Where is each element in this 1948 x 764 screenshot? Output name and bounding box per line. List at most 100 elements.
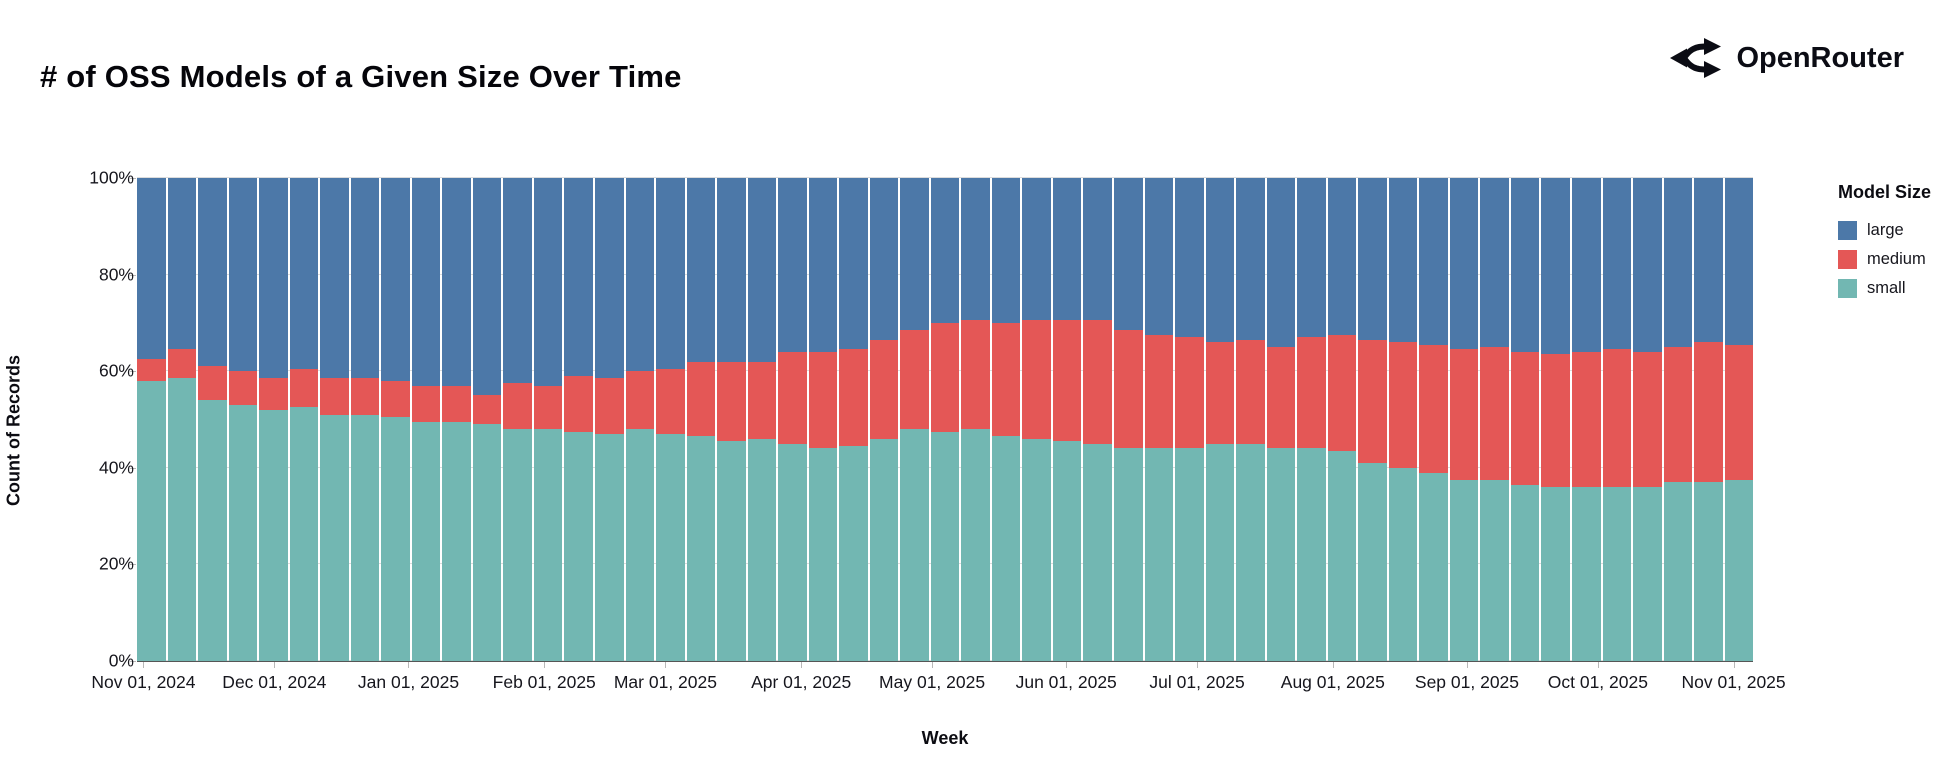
segment-large [1052, 178, 1082, 321]
segment-small [167, 378, 197, 661]
x-tick-mark [274, 662, 276, 668]
y-tick-mark [130, 371, 136, 373]
segment-small [350, 414, 380, 661]
x-axis-title: Week [921, 728, 969, 748]
segment-large [259, 178, 288, 379]
bar-week-5 [259, 178, 288, 661]
legend-label: medium [1867, 250, 1926, 268]
bar-week-15 [564, 178, 593, 661]
segment-medium [1633, 351, 1662, 488]
bar-week-26 [900, 178, 929, 661]
bar-week-35 [1175, 178, 1204, 661]
x-tick-mark [665, 662, 667, 668]
bar-week-18 [656, 178, 685, 661]
x-tick-label: Aug 01, 2025 [1280, 672, 1385, 692]
bar-week-20 [717, 178, 746, 661]
bar-week-25 [869, 178, 899, 661]
segment-large [1358, 178, 1387, 340]
bar-week-13 [503, 178, 532, 661]
segment-medium [564, 376, 593, 432]
segment-small [503, 429, 532, 661]
segment-small [717, 441, 746, 661]
segment-small [1175, 448, 1204, 661]
x-tick-label: May 01, 2025 [879, 672, 986, 692]
segment-small [839, 446, 868, 661]
bar-week-42 [1388, 178, 1418, 661]
y-tick-label: 20% [98, 553, 134, 574]
segment-medium [1052, 320, 1082, 442]
segment-small [778, 443, 807, 661]
segment-medium [1388, 342, 1418, 468]
segment-large [1144, 178, 1174, 335]
segment-large [472, 178, 502, 396]
x-tick-label: Nov 01, 2025 [1681, 672, 1786, 692]
segment-large [411, 178, 441, 386]
bar-week-10 [411, 178, 441, 661]
segment-large [350, 178, 380, 379]
segment-small [1541, 487, 1570, 661]
segment-large [1541, 178, 1570, 355]
y-tick-mark [130, 467, 136, 469]
segment-small [289, 407, 319, 661]
segment-large [1236, 178, 1265, 340]
segment-large [503, 178, 532, 384]
segment-small [961, 429, 990, 661]
segment-small [1358, 462, 1387, 661]
segment-large [1083, 178, 1112, 321]
segment-small [137, 380, 166, 661]
segment-large [869, 178, 899, 340]
segment-large [747, 178, 777, 362]
segment-medium [228, 371, 258, 405]
segment-small [1205, 443, 1235, 661]
legend-label: large [1867, 221, 1904, 239]
bar-week-6 [289, 178, 319, 661]
segment-medium [656, 368, 685, 434]
segment-small [1724, 479, 1754, 661]
bar-week-24 [839, 178, 868, 661]
bar-week-3 [198, 178, 227, 661]
segment-medium [1266, 347, 1296, 449]
page-title: # of OSS Models of a Given Size Over Tim… [40, 58, 682, 94]
bar-week-52 [1694, 178, 1723, 661]
segment-large [686, 178, 716, 362]
bar-week-48 [1571, 178, 1601, 661]
segment-large [289, 178, 319, 369]
segment-small [472, 424, 502, 661]
segment-small [930, 431, 960, 661]
segment-medium [381, 380, 410, 418]
legend-label: small [1867, 279, 1906, 297]
segment-large [1694, 178, 1723, 343]
segment-large [1175, 178, 1204, 338]
segment-medium [1175, 337, 1204, 449]
openrouter-icon [1670, 36, 1722, 80]
segment-medium [625, 371, 655, 430]
segment-large [1510, 178, 1540, 352]
segment-medium [1419, 344, 1448, 473]
segment-medium [533, 385, 563, 430]
y-tick-label: 100% [89, 167, 134, 188]
segment-medium [1602, 349, 1632, 488]
x-tick-label: Oct 01, 2025 [1547, 672, 1648, 692]
legend-item-large: large [1838, 221, 1931, 240]
segment-small [320, 414, 349, 661]
segment-large [991, 178, 1021, 323]
segment-medium [350, 378, 380, 415]
segment-medium [991, 322, 1021, 437]
segment-medium [1510, 351, 1540, 485]
segment-large [1633, 178, 1662, 352]
bars-layer [137, 178, 1754, 661]
x-tick-label: Jan 01, 2025 [357, 672, 460, 692]
segment-small [442, 421, 471, 661]
segment-medium [747, 361, 777, 439]
segment-small [1663, 482, 1693, 661]
legend-title: Model Size [1838, 182, 1932, 202]
segment-large [1205, 178, 1235, 343]
segment-medium [320, 378, 349, 415]
segment-medium [1358, 339, 1387, 463]
y-tick-label: 80% [98, 264, 134, 285]
segment-small [625, 429, 655, 661]
segment-small [1694, 482, 1723, 661]
brand-name: OpenRouter [1736, 41, 1904, 74]
segment-medium [594, 378, 624, 434]
segment-medium [778, 351, 807, 444]
